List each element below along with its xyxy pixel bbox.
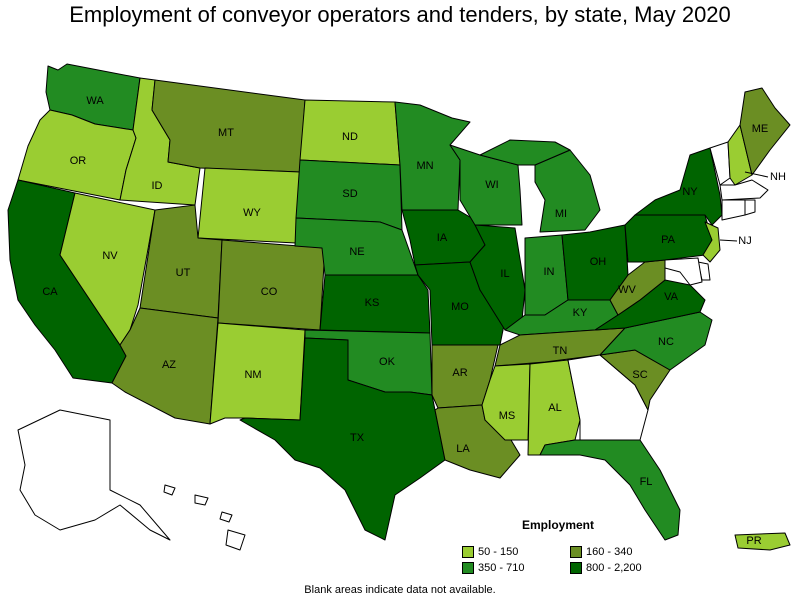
label-OR: OR: [70, 155, 87, 167]
legend-title: Employment: [522, 518, 595, 532]
label-NE: NE: [349, 246, 364, 258]
state-MA[interactable]: [719, 179, 769, 201]
legend-swatch-1: [462, 546, 474, 558]
label-VA: VA: [664, 291, 679, 303]
label-CO: CO: [261, 286, 278, 298]
legend-swatch-3: [462, 562, 474, 574]
legend-label-2: 160 - 340: [586, 546, 633, 558]
footnote: Blank areas indicate data not available.: [304, 584, 496, 596]
state-PR[interactable]: [734, 532, 791, 551]
state-NY[interactable]: [634, 147, 723, 226]
state-MI[interactable]: [534, 149, 601, 233]
state-RI[interactable]: [744, 199, 756, 216]
label-AR: AR: [452, 367, 467, 379]
label-MI: MI: [555, 208, 567, 220]
label-WV: WV: [618, 284, 636, 296]
legend-swatch-2: [570, 546, 582, 558]
state-CT[interactable]: [721, 199, 746, 221]
label-NJ: NJ: [738, 235, 751, 247]
label-KS: KS: [365, 297, 380, 309]
legend-label-4: 800 - 2,200: [586, 562, 642, 574]
label-AL: AL: [548, 402, 561, 414]
label-NH: NH: [770, 171, 786, 183]
map-title: Employment of conveyor operators and ten…: [69, 2, 731, 27]
label-PR: PR: [746, 535, 761, 547]
state-AK[interactable]: [17, 409, 171, 541]
label-FL: FL: [640, 476, 653, 488]
state-FL[interactable]: [539, 439, 681, 541]
label-MS: MS: [499, 410, 516, 422]
label-ID: ID: [152, 180, 163, 192]
leader-lines: [719, 171, 769, 242]
label-NC: NC: [658, 336, 674, 348]
label-NM: NM: [244, 369, 261, 381]
label-WY: WY: [243, 207, 261, 219]
label-NY: NY: [682, 186, 698, 198]
label-SD: SD: [342, 188, 357, 200]
state-NH[interactable]: [727, 124, 753, 186]
label-IA: IA: [437, 232, 448, 244]
label-UT: UT: [176, 267, 191, 279]
label-OK: OK: [379, 356, 396, 368]
label-WI: WI: [485, 179, 498, 191]
state-WY[interactable]: [197, 167, 301, 244]
label-MT: MT: [218, 127, 234, 139]
label-OH: OH: [590, 256, 607, 268]
label-TN: TN: [553, 345, 568, 357]
state-TX[interactable]: [239, 337, 446, 541]
label-LA: LA: [456, 443, 470, 455]
label-AZ: AZ: [162, 359, 176, 371]
state-NJ[interactable]: [702, 221, 721, 263]
label-MN: MN: [416, 160, 433, 172]
label-MO: MO: [451, 301, 469, 313]
label-IN: IN: [544, 266, 555, 278]
label-ME: ME: [752, 123, 769, 135]
label-SC: SC: [632, 369, 647, 381]
state-HI[interactable]: [163, 484, 246, 551]
label-WA: WA: [86, 95, 104, 107]
legend-item-4: 800 - 2,200: [570, 562, 642, 574]
state-MD[interactable]: [664, 257, 703, 286]
legend-item-1: 50 - 150: [462, 546, 518, 558]
legend-item-3: 350 - 710: [462, 562, 524, 574]
label-KY: KY: [573, 307, 588, 319]
state-KS[interactable]: [319, 274, 431, 334]
legend-label-3: 350 - 710: [478, 562, 525, 574]
legend-label-1: 50 - 150: [478, 546, 519, 558]
legend-item-2: 160 - 340: [570, 546, 632, 558]
state-labels: WA OR CA NV ID MT WY UT AZ CO NM ND SD N…: [42, 95, 786, 547]
label-TX: TX: [350, 432, 365, 444]
state-WV[interactable]: [609, 259, 666, 316]
label-NV: NV: [102, 250, 118, 262]
state-ME[interactable]: [739, 87, 791, 176]
label-ND: ND: [342, 131, 358, 143]
label-CA: CA: [42, 286, 58, 298]
label-PA: PA: [661, 234, 676, 246]
state-MI-upper[interactable]: [479, 139, 571, 166]
label-IL: IL: [500, 268, 509, 280]
legend-swatch-4: [570, 562, 582, 574]
